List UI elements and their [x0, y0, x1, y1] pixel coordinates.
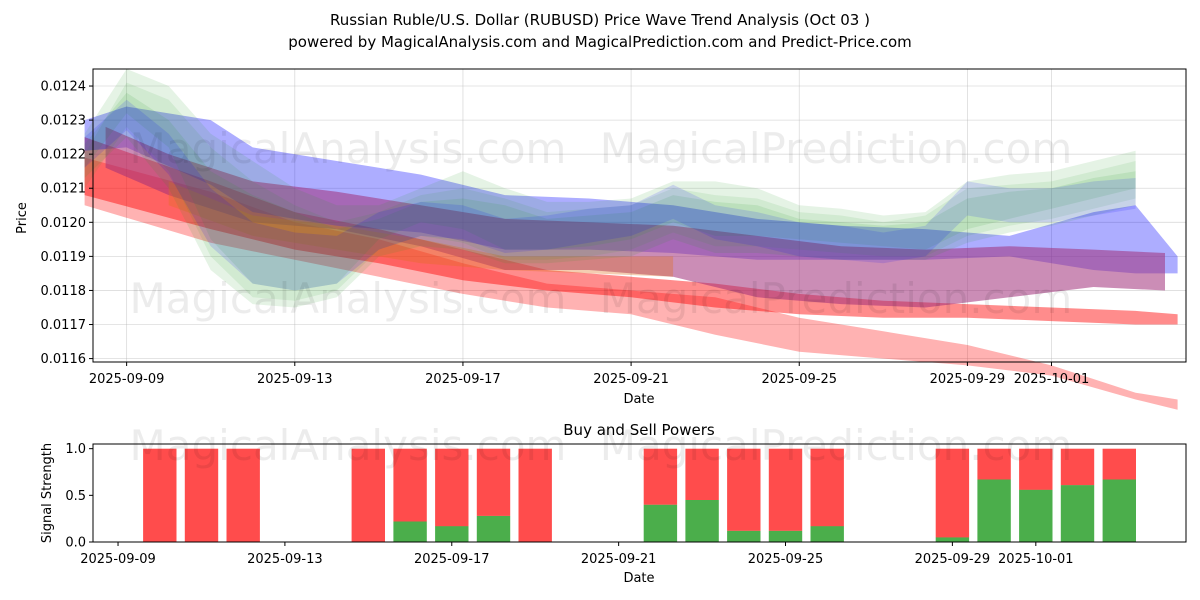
power-x-tick-label: 2025-09-25 — [748, 552, 824, 567]
watermark-analysis-top: MagicalAnalysis.com — [130, 124, 567, 173]
buy-bar — [810, 526, 844, 542]
price-y-label: Price — [15, 202, 30, 234]
price-x-tick-label: 2025-09-29 — [930, 372, 1006, 387]
price-y-tick-label: 0.0117 — [41, 318, 87, 333]
price-x-tick-label: 2025-09-13 — [257, 372, 333, 387]
watermark-prediction-mid: MagicalPrediction.com — [600, 274, 1073, 323]
price-y-axis: 0.0116 0.0117 0.0118 0.0119 0.0120 0.0121 0.01… — [41, 80, 93, 367]
watermark-analysis-mid: MagicalAnalysis.com — [130, 274, 567, 323]
power-x-label: Date — [623, 571, 654, 586]
price-panel: MagicalAnalysis.com MagicalPrediction.co… — [15, 68, 1187, 410]
price-x-tick-label: 2025-09-25 — [761, 372, 837, 387]
power-y-axis: 0.0 0.5 1.0 — [65, 442, 93, 551]
price-y-tick-label: 0.0120 — [41, 216, 87, 231]
watermark-prediction-top: MagicalPrediction.com — [600, 124, 1073, 173]
power-x-tick-label: 2025-10-01 — [998, 552, 1074, 567]
buy-bar — [977, 479, 1011, 542]
sell-bar — [1060, 448, 1095, 486]
power-x-axis: 2025-09-09 2025-09-13 2025-09-17 2025-09-21… — [80, 542, 1074, 567]
price-x-tick-label: 2025-09-21 — [593, 372, 669, 387]
sell-bar — [977, 448, 1011, 480]
watermark-prediction-bottom: MagicalPrediction.com — [600, 421, 1073, 470]
sell-bar — [518, 448, 552, 542]
price-band-green-wave-1 — [84, 69, 1136, 291]
price-y-tick-label: 0.0121 — [41, 182, 87, 197]
power-x-tick-label: 2025-09-13 — [247, 552, 323, 567]
sell-bar — [1019, 448, 1053, 490]
sell-bar — [935, 448, 970, 538]
price-band-green-wave-3 — [84, 92, 1136, 308]
price-band-green-wave-2 — [84, 82, 1136, 301]
power-panel: Buy and Sell Powers MagicalAnalysis.com … — [40, 421, 1187, 586]
buy-bar — [685, 500, 719, 542]
buy-bar — [768, 530, 803, 542]
price-plot-frame — [92, 68, 1187, 363]
price-x-tick-label: 2025-10-01 — [1014, 372, 1090, 387]
price-x-tick-label: 2025-09-09 — [89, 372, 165, 387]
price-band-red-wide — [84, 157, 1178, 410]
power-x-tick-label: 2025-09-17 — [414, 552, 490, 567]
price-y-tick-label: 0.0123 — [41, 114, 87, 129]
sell-bar — [226, 448, 260, 542]
price-y-tick-label: 0.0124 — [41, 80, 87, 95]
power-bars — [143, 448, 1136, 542]
sell-bar — [685, 448, 719, 500]
power-y-tick-label: 0.0 — [65, 536, 86, 551]
sell-bar — [810, 448, 844, 527]
sell-bar — [476, 448, 511, 516]
power-title: Buy and Sell Powers — [563, 421, 715, 439]
power-y-tick-label: 0.5 — [65, 489, 86, 504]
price-y-tick-label: 0.0118 — [41, 284, 87, 299]
sell-bar — [435, 448, 469, 527]
power-x-tick-label: 2025-09-29 — [915, 552, 991, 567]
buy-bar — [476, 515, 511, 542]
buy-bar — [1060, 485, 1095, 542]
price-bands — [84, 69, 1178, 410]
price-y-tick-label: 0.0122 — [41, 148, 87, 163]
chart-title: Russian Ruble/U.S. Dollar (RUBUSD) Price… — [330, 11, 870, 29]
buy-bar — [727, 530, 761, 542]
power-x-tick-label: 2025-09-21 — [581, 552, 657, 567]
sell-bar — [643, 448, 678, 505]
sell-bar — [184, 448, 219, 542]
sell-bar — [1102, 448, 1136, 480]
chart-subtitle: powered by MagicalAnalysis.com and Magic… — [288, 33, 912, 51]
price-y-tick-label: 0.0116 — [41, 352, 87, 367]
price-x-tick-label: 2025-09-17 — [425, 372, 501, 387]
sell-bar — [351, 448, 385, 542]
sell-bar — [393, 448, 427, 522]
buy-bar — [393, 521, 427, 542]
price-band-blue-main — [84, 106, 1178, 274]
price-band-blue-wave — [84, 99, 1136, 291]
buy-bar — [1102, 479, 1136, 542]
price-band-orange — [168, 181, 674, 277]
buy-bar — [435, 526, 469, 542]
price-y-tick-label: 0.0119 — [41, 250, 87, 265]
power-y-label: Signal Strength — [40, 443, 55, 543]
sell-bar — [768, 448, 803, 531]
power-x-tick-label: 2025-09-09 — [80, 552, 156, 567]
price-band-purple — [105, 126, 1166, 308]
buy-bar — [1019, 489, 1053, 542]
price-band-red-narrow — [84, 137, 1178, 325]
power-y-tick-label: 1.0 — [65, 442, 86, 457]
sell-bar — [727, 448, 761, 531]
price-x-axis: 2025-09-09 2025-09-13 2025-09-17 2025-09-21… — [89, 362, 1089, 387]
watermark-analysis-bottom: MagicalAnalysis.com — [130, 421, 567, 470]
sell-bar — [143, 448, 177, 542]
buy-bar — [643, 504, 678, 542]
power-plot-frame — [92, 443, 1187, 543]
buy-bar — [935, 537, 970, 542]
price-x-label: Date — [623, 392, 654, 407]
